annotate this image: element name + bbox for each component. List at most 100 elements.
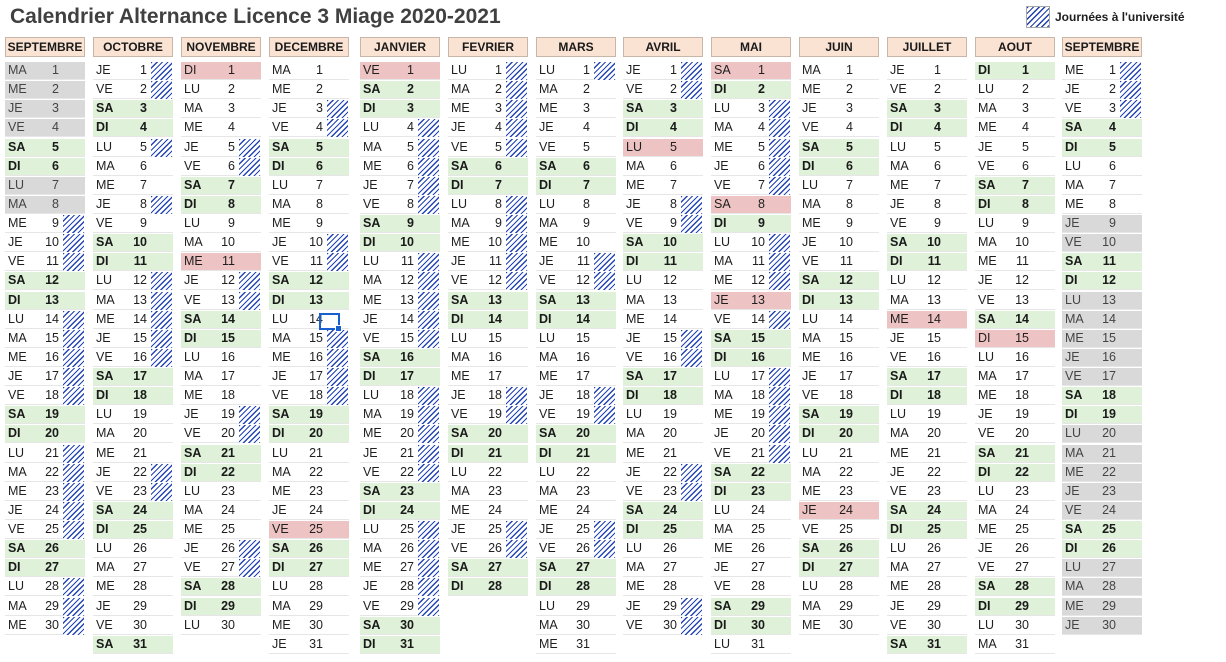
day-cell[interactable]: JE 7 bbox=[360, 176, 440, 195]
day-cell[interactable]: LU 19 bbox=[887, 406, 967, 425]
day-cell[interactable]: LU 26 bbox=[887, 540, 967, 559]
day-cell[interactable]: LU 12 bbox=[93, 272, 173, 291]
day-cell[interactable]: MA 20 bbox=[887, 425, 967, 444]
day-cell[interactable]: ME 28 bbox=[93, 578, 173, 597]
day-cell[interactable]: LU 16 bbox=[975, 349, 1055, 367]
month-header[interactable]: FEVRIER bbox=[448, 37, 528, 57]
day-cell[interactable]: JE 29 bbox=[887, 598, 967, 616]
day-cell[interactable]: LU 12 bbox=[887, 272, 967, 291]
day-cell[interactable]: SA 31 bbox=[887, 635, 967, 654]
day-cell[interactable]: DI 21 bbox=[448, 444, 528, 463]
day-cell[interactable]: ME 18 bbox=[975, 387, 1055, 406]
day-cell[interactable]: MA 29 bbox=[799, 598, 879, 616]
day-cell[interactable]: SA 10 bbox=[887, 234, 967, 253]
day-cell[interactable]: VE 9 bbox=[623, 215, 703, 233]
month-header[interactable]: NOVEMBRE bbox=[181, 37, 261, 57]
day-cell[interactable]: LU 28 bbox=[5, 578, 85, 597]
day-cell[interactable]: MA 8 bbox=[5, 195, 85, 214]
day-cell[interactable]: VE 7 bbox=[711, 176, 791, 195]
day-cell[interactable]: VE 30 bbox=[887, 617, 967, 635]
day-cell[interactable]: MA 19 bbox=[360, 406, 440, 425]
day-cell[interactable]: SA 23 bbox=[360, 482, 440, 501]
day-cell[interactable]: DI 26 bbox=[1062, 540, 1142, 559]
day-cell[interactable]: JE 18 bbox=[536, 387, 616, 406]
day-cell[interactable]: VE 13 bbox=[181, 291, 261, 310]
day-cell[interactable]: ME 5 bbox=[711, 138, 791, 157]
day-cell[interactable]: ME 9 bbox=[5, 215, 85, 233]
day-cell[interactable]: ME 20 bbox=[360, 425, 440, 444]
day-cell[interactable]: JE 23 bbox=[1062, 482, 1142, 501]
day-cell[interactable]: SA 17 bbox=[93, 368, 173, 386]
day-cell[interactable]: SA 29 bbox=[711, 597, 791, 616]
day-cell[interactable]: MA 30 bbox=[536, 617, 616, 635]
day-cell[interactable]: JE 8 bbox=[887, 196, 967, 214]
day-cell[interactable]: MA 6 bbox=[623, 158, 703, 176]
day-cell[interactable]: ME 2 bbox=[269, 81, 349, 100]
day-cell[interactable]: VE 25 bbox=[5, 521, 85, 539]
day-cell[interactable]: JE 10 bbox=[799, 234, 879, 253]
day-cell[interactable]: SA 19 bbox=[269, 406, 349, 425]
day-cell[interactable]: JE 17 bbox=[269, 368, 349, 386]
day-cell[interactable]: LU 10 bbox=[711, 234, 791, 253]
day-cell[interactable]: ME 2 bbox=[799, 81, 879, 100]
day-cell[interactable]: ME 21 bbox=[887, 445, 967, 463]
day-cell[interactable]: ME 6 bbox=[360, 157, 440, 176]
day-cell[interactable]: LU 15 bbox=[448, 330, 528, 348]
day-cell[interactable]: JE 29 bbox=[623, 597, 703, 616]
day-cell[interactable]: VE 26 bbox=[536, 540, 616, 559]
day-cell[interactable]: ME 21 bbox=[93, 445, 173, 463]
month-header[interactable]: MARS bbox=[536, 37, 616, 57]
day-cell[interactable]: LU 28 bbox=[799, 578, 879, 597]
day-cell[interactable]: MA 27 bbox=[887, 559, 967, 578]
day-cell[interactable]: JE 5 bbox=[181, 138, 261, 157]
day-cell[interactable]: MA 15 bbox=[5, 329, 85, 348]
day-cell[interactable]: MA 1 bbox=[269, 62, 349, 80]
day-cell[interactable]: MA 15 bbox=[269, 329, 349, 348]
day-cell[interactable]: JE 14 bbox=[360, 310, 440, 329]
day-cell[interactable]: DI 11 bbox=[93, 253, 173, 272]
day-cell[interactable]: VE 27 bbox=[975, 559, 1055, 578]
day-cell[interactable]: ME 7 bbox=[887, 177, 967, 195]
day-cell[interactable]: MA 8 bbox=[799, 196, 879, 214]
day-cell[interactable]: JE 22 bbox=[623, 463, 703, 482]
day-cell[interactable]: VE 12 bbox=[536, 272, 616, 291]
day-cell[interactable]: DI 16 bbox=[711, 348, 791, 367]
day-cell[interactable]: JE 26 bbox=[181, 540, 261, 559]
day-cell[interactable]: SA 4 bbox=[1062, 119, 1142, 138]
day-cell[interactable]: DI 11 bbox=[623, 253, 703, 272]
day-cell[interactable]: MA 12 bbox=[360, 272, 440, 291]
day-cell[interactable]: VE 16 bbox=[623, 348, 703, 367]
day-cell[interactable]: DI 23 bbox=[711, 482, 791, 501]
day-cell[interactable]: DI 13 bbox=[269, 291, 349, 310]
day-cell[interactable]: SA 11 bbox=[1062, 253, 1142, 272]
day-cell[interactable]: JE 9 bbox=[1062, 215, 1142, 233]
day-cell[interactable]: SA 18 bbox=[1062, 387, 1142, 406]
day-cell[interactable]: JE 2 bbox=[1062, 81, 1142, 100]
day-cell[interactable]: VE 12 bbox=[448, 272, 528, 291]
month-header[interactable]: AOUT bbox=[975, 37, 1055, 57]
day-cell[interactable]: ME 16 bbox=[799, 349, 879, 367]
day-cell[interactable]: MA 5 bbox=[360, 138, 440, 157]
day-cell[interactable]: DI 10 bbox=[360, 234, 440, 253]
day-cell[interactable]: SA 13 bbox=[448, 291, 528, 310]
day-cell[interactable]: VE 11 bbox=[5, 253, 85, 272]
month-header[interactable]: DECEMBRE bbox=[269, 37, 349, 57]
day-cell[interactable]: SA 19 bbox=[799, 406, 879, 425]
day-cell[interactable]: ME 15 bbox=[1062, 329, 1142, 348]
day-cell[interactable]: MA 20 bbox=[623, 425, 703, 444]
day-cell[interactable]: DI 19 bbox=[1062, 406, 1142, 425]
day-cell[interactable]: LU 5 bbox=[887, 139, 967, 157]
day-cell[interactable]: LU 30 bbox=[181, 617, 261, 635]
day-cell[interactable]: LU 25 bbox=[360, 521, 440, 539]
day-cell[interactable]: VE 25 bbox=[799, 521, 879, 539]
day-cell[interactable]: DI 4 bbox=[887, 119, 967, 138]
day-cell[interactable]: JE 3 bbox=[799, 100, 879, 119]
day-cell[interactable]: SA 12 bbox=[269, 272, 349, 291]
day-cell[interactable]: SA 8 bbox=[711, 195, 791, 214]
day-cell[interactable]: SA 13 bbox=[536, 291, 616, 310]
day-cell[interactable]: ME 4 bbox=[181, 119, 261, 138]
day-cell[interactable]: SA 3 bbox=[623, 100, 703, 119]
day-cell[interactable]: LU 2 bbox=[181, 81, 261, 100]
day-cell[interactable]: JE 28 bbox=[360, 578, 440, 597]
day-cell[interactable]: VE 2 bbox=[887, 81, 967, 100]
